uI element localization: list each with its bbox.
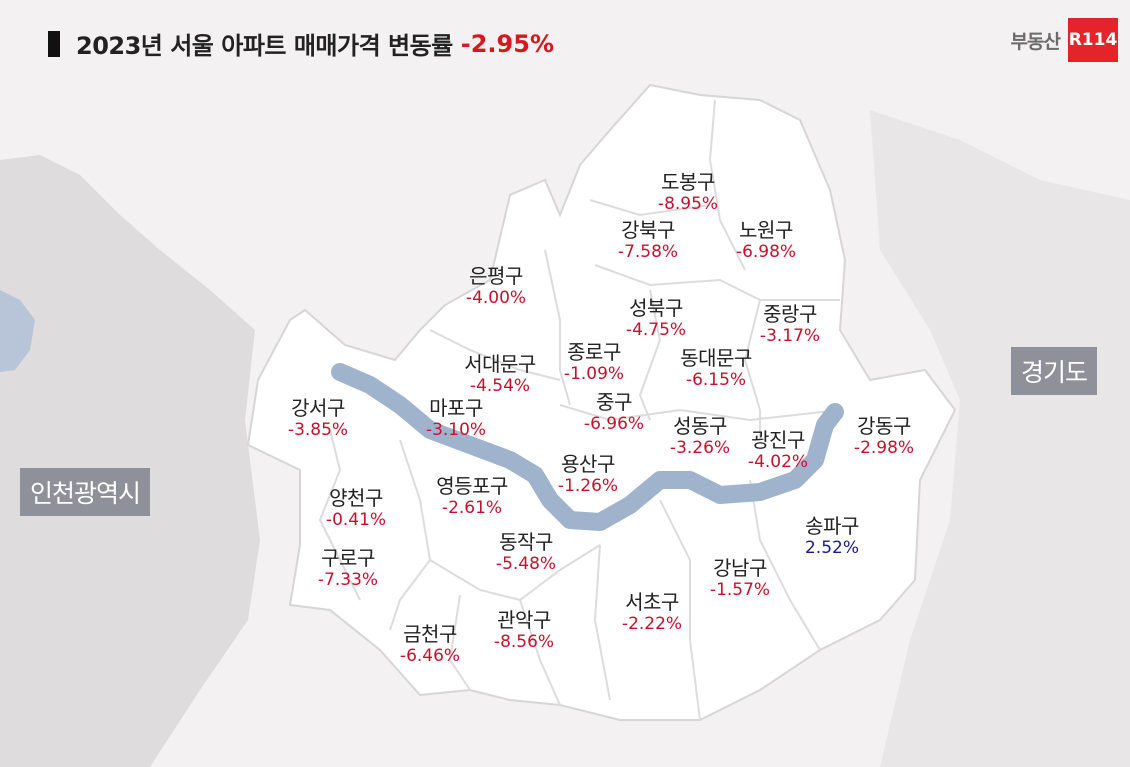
district-label: 서대문구 -4.54% bbox=[464, 352, 536, 396]
district-change: -5.48% bbox=[495, 554, 557, 574]
district-name: 성동구 bbox=[673, 414, 727, 438]
district-label: 은평구 -4.00% bbox=[466, 264, 526, 308]
district-change: -4.75% bbox=[625, 320, 687, 340]
district-name: 도봉구 bbox=[661, 170, 715, 194]
district-name: 은평구 bbox=[469, 264, 523, 288]
district-change: -6.98% bbox=[735, 242, 797, 262]
district-name: 서초구 bbox=[625, 590, 679, 614]
district-change: -4.02% bbox=[747, 452, 809, 472]
district-label: 동대문구 -6.15% bbox=[680, 346, 752, 390]
title-value: -2.95% bbox=[460, 29, 554, 58]
district-name: 노원구 bbox=[739, 218, 793, 242]
logo: 부동산 R114 bbox=[1011, 18, 1118, 62]
district-name: 마포구 bbox=[429, 396, 483, 420]
district-change: -3.10% bbox=[425, 420, 487, 440]
page-title: 2023년 서울 아파트 매매가격 변동률 bbox=[76, 32, 453, 60]
district-name: 강남구 bbox=[713, 556, 767, 580]
district-label: 성동구 -3.26% bbox=[670, 414, 730, 458]
region-label-gyeonggi: 경기도 bbox=[1011, 347, 1098, 395]
logo-text: 부동산 bbox=[1010, 30, 1061, 53]
district-change: -7.58% bbox=[617, 242, 679, 262]
district-change: -4.00% bbox=[465, 288, 527, 308]
district-label: 양천구 -0.41% bbox=[326, 486, 386, 530]
district-change: -2.61% bbox=[441, 498, 503, 518]
district-label: 금천구 -6.46% bbox=[400, 622, 460, 666]
district-label: 서초구 -2.22% bbox=[622, 590, 682, 634]
district-label: 강북구 -7.58% bbox=[618, 218, 678, 262]
han-river bbox=[331, 363, 844, 531]
title-area: 2023년 서울 아파트 매매가격 변동률 -2.95% bbox=[48, 26, 554, 61]
district-name: 종로구 bbox=[567, 340, 621, 364]
district-label: 마포구 -3.10% bbox=[426, 396, 486, 440]
district-label: 중랑구 -3.17% bbox=[760, 302, 820, 346]
district-label: 강동구 -2.98% bbox=[854, 414, 914, 458]
district-change: -2.22% bbox=[621, 614, 683, 634]
district-boundaries bbox=[318, 99, 841, 721]
district-change: -3.85% bbox=[287, 420, 349, 440]
district-name: 구로구 bbox=[321, 546, 375, 570]
district-name: 관악구 bbox=[497, 608, 551, 632]
district-change: -7.33% bbox=[317, 570, 379, 590]
district-label: 성북구 -4.75% bbox=[626, 296, 686, 340]
district-name: 동작구 bbox=[499, 530, 553, 554]
district-name: 금천구 bbox=[403, 622, 457, 646]
district-label: 강남구 -1.57% bbox=[710, 556, 770, 600]
district-change: -4.54% bbox=[469, 376, 531, 396]
district-change: -3.26% bbox=[669, 438, 731, 458]
district-label: 도봉구 -8.95% bbox=[658, 170, 718, 214]
district-name: 동대문구 bbox=[680, 346, 752, 370]
district-label: 노원구 -6.98% bbox=[736, 218, 796, 262]
gyeonggi-land bbox=[870, 110, 1130, 767]
district-change: -1.09% bbox=[563, 364, 625, 384]
district-name: 중랑구 bbox=[763, 302, 817, 326]
district-label: 강서구 -3.85% bbox=[288, 396, 348, 440]
district-label: 용산구 -1.26% bbox=[558, 452, 618, 496]
incheon-land bbox=[0, 155, 260, 767]
district-change: -6.46% bbox=[399, 646, 461, 666]
district-label: 광진구 -4.02% bbox=[748, 428, 808, 472]
district-name: 서대문구 bbox=[464, 352, 536, 376]
logo-badge: R114 bbox=[1068, 18, 1118, 62]
district-label: 관악구 -8.56% bbox=[494, 608, 554, 652]
district-label: 종로구 -1.09% bbox=[564, 340, 624, 384]
district-name: 강서구 bbox=[291, 396, 345, 420]
district-name: 송파구 bbox=[805, 514, 859, 538]
district-name: 광진구 bbox=[751, 428, 805, 452]
district-label: 구로구 -7.33% bbox=[318, 546, 378, 590]
district-change: -0.41% bbox=[325, 510, 387, 530]
district-label: 중구 -6.96% bbox=[584, 390, 644, 434]
district-label: 영등포구 -2.61% bbox=[436, 474, 508, 518]
district-change: -8.56% bbox=[493, 632, 555, 652]
district-change: -6.15% bbox=[685, 370, 747, 390]
sea-inlet bbox=[0, 290, 35, 372]
district-change: -1.26% bbox=[557, 476, 619, 496]
region-label-incheon: 인천광역시 bbox=[20, 468, 151, 516]
district-name: 강동구 bbox=[857, 414, 911, 438]
district-name: 양천구 bbox=[329, 486, 383, 510]
district-label: 동작구 -5.48% bbox=[496, 530, 556, 574]
district-name: 중구 bbox=[596, 390, 632, 414]
title-marker bbox=[48, 30, 60, 57]
district-name: 성북구 bbox=[629, 296, 683, 320]
district-change: -2.98% bbox=[853, 438, 915, 458]
district-name: 강북구 bbox=[621, 218, 675, 242]
district-label: 송파구 2.52% bbox=[805, 514, 859, 558]
district-change: 2.52% bbox=[804, 538, 860, 558]
district-change: -6.96% bbox=[583, 414, 645, 434]
district-name: 용산구 bbox=[561, 452, 615, 476]
seoul-land bbox=[246, 83, 957, 721]
district-change: -8.95% bbox=[657, 194, 719, 214]
district-change: -1.57% bbox=[709, 580, 771, 600]
district-name: 영등포구 bbox=[436, 474, 508, 498]
district-change: -3.17% bbox=[759, 326, 821, 346]
